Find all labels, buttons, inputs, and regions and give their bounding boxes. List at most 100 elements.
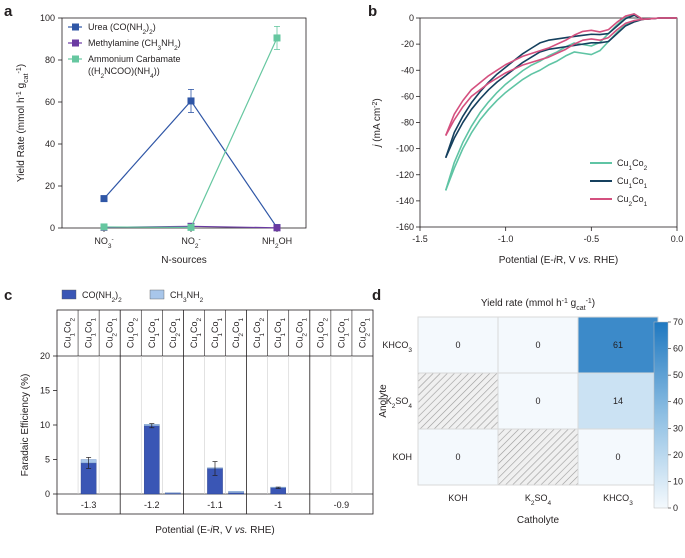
legend-swatch (61, 289, 77, 300)
y-tick-label: 0 (45, 489, 50, 499)
panel-label-b: b (368, 3, 377, 20)
data-point (100, 195, 108, 203)
subcategory-label: Cu2Co1 (357, 317, 371, 348)
legend-label: CO(NH2)2 (82, 290, 122, 304)
subcategory-label: Cu1Co2 (63, 317, 77, 348)
y-tick-label: 10 (40, 420, 50, 430)
group-label: -0.9 (334, 500, 350, 510)
cv-curve-return (444, 13, 677, 136)
legend-label: Cu1Co1 (617, 176, 648, 190)
colorbar-tick-label: 0 (673, 503, 678, 513)
data-point (187, 223, 195, 231)
y-axis-label: Anolyte (378, 384, 389, 418)
y-tick-label: -20 (401, 39, 414, 49)
legend-label: Urea (CO(NH2)2) (88, 22, 156, 36)
panel-c-faradaic-efficiency-chart: 0 5 10 15 20 Faradaic Efficiency (%) Potential… (20, 289, 374, 536)
heatmap-cell (497, 372, 579, 430)
subcategory-label: Cu1Co1 (336, 317, 350, 348)
series-line (103, 99, 278, 228)
legend-label: Cu2Co1 (617, 194, 648, 208)
y-tick-label: -160 (396, 222, 414, 232)
x-axis-label: Potential (E-iR, V vs. RHE) (155, 525, 275, 536)
legend-label: ((H2NCOO)(NH4)) (88, 66, 160, 80)
heatmap-cell (497, 316, 579, 374)
y-tick-label: 80 (45, 55, 55, 65)
y-tick-label: -80 (401, 118, 414, 128)
y-tick-label: 20 (40, 351, 50, 361)
y-tick-label: 15 (40, 386, 50, 396)
y-tick-label: 20 (45, 181, 55, 191)
subcategory-label: Cu1Co2 (252, 317, 266, 348)
column-label: KOH (448, 493, 468, 503)
colorbar-tick-label: 20 (673, 450, 683, 460)
heatmap-cell (577, 372, 659, 430)
cell-value: 0 (455, 340, 460, 350)
x-tick-label: -1.5 (412, 234, 428, 244)
data-point (273, 224, 281, 232)
colorbar-tick-label: 50 (673, 370, 683, 380)
colorbar (653, 321, 669, 509)
legend-swatch (149, 289, 165, 300)
data-point (273, 34, 281, 42)
y-axis-label: Faradaic Efficiency (%) (20, 374, 31, 477)
data-point (100, 223, 108, 231)
subcategory-label: Cu1Co2 (189, 317, 203, 348)
x-tick-label: 0.0 (671, 234, 684, 244)
x-tick-label: -0.5 (584, 234, 600, 244)
colorbar-tick-label: 70 (673, 317, 683, 327)
y-tick-label: -120 (396, 170, 414, 180)
cell-value: 0 (615, 452, 620, 462)
legend-swatch (72, 39, 79, 47)
row-label: KHCO3 (382, 340, 412, 354)
bar-urea (144, 425, 160, 495)
panel-b-cv-chart: 0 -20 -40 -60 -80 -100 -120 -140 -160 -1.5 -1.0 -0.… (372, 13, 684, 266)
x-tick-label: NO2- (181, 236, 200, 250)
y-axis-label: Yield Rate (mmol h-1 gcat-1) (16, 64, 30, 182)
table-frame (56, 309, 374, 515)
legend-label: Ammonium Carbamate (88, 54, 181, 64)
y-tick-label: 100 (40, 13, 55, 23)
panel-label-d: d (372, 287, 381, 304)
colorbar-tick-label: 60 (673, 344, 683, 354)
y-tick-label: 0 (409, 13, 414, 23)
bar-methylamine (228, 491, 244, 493)
cell-value: 14 (613, 396, 623, 406)
y-tick-label: 0 (50, 223, 55, 233)
y-axis-label: j (mA cm-2) (372, 98, 384, 148)
panel-a-yield-rate-chart: 0 20 40 60 80 100 NO3- NO2- NH2OH N-sources Yield … (16, 13, 307, 266)
plot-frame (61, 17, 307, 229)
group-label: -1.3 (81, 500, 97, 510)
colorbar-tick-label: 30 (673, 423, 683, 433)
column-label: KHCO3 (603, 493, 633, 507)
legend-label: Methylamine (CH3NH2) (88, 38, 181, 52)
panel-d-heatmap: Yield rate (mmol h-1 gcat-1) 0 0 61 KHCO3 0 14… (378, 298, 683, 527)
group-label: -1 (274, 500, 282, 510)
y-tick-label: -100 (396, 144, 414, 154)
legend-swatch (72, 23, 79, 31)
group-label: -1.1 (207, 500, 223, 510)
y-tick-label: -60 (401, 91, 414, 101)
cell-value: 61 (613, 340, 623, 350)
cv-curve (444, 17, 677, 136)
x-tick-label: NH2OH (262, 236, 292, 250)
legend-label: CH3NH2 (170, 290, 204, 304)
cell-value: 0 (535, 340, 540, 350)
heatmap-cell (577, 428, 659, 486)
legend-swatch (72, 55, 79, 63)
row-label: KOH (392, 452, 412, 462)
subcategory-label: Cu2Co1 (168, 317, 182, 348)
bar-methylamine (165, 492, 181, 494)
heatmap-cell (417, 372, 499, 430)
y-tick-label: -40 (401, 65, 414, 75)
colorbar-tick-label: 10 (673, 476, 683, 486)
subcategory-label: Cu1Co1 (210, 317, 224, 348)
subcategory-label: Cu2Co1 (294, 317, 308, 348)
heatmap-cell (417, 316, 499, 374)
subcategory-label: Cu1Co2 (126, 317, 140, 348)
subcategory-label: Cu2Co1 (105, 317, 119, 348)
subcategory-label: Cu1Co1 (84, 317, 98, 348)
heatmap-cell (417, 428, 499, 486)
row-label: K2SO4 (386, 396, 413, 410)
subcategory-label: Cu2Co1 (231, 317, 245, 348)
x-tick-label: NO3- (94, 236, 113, 250)
